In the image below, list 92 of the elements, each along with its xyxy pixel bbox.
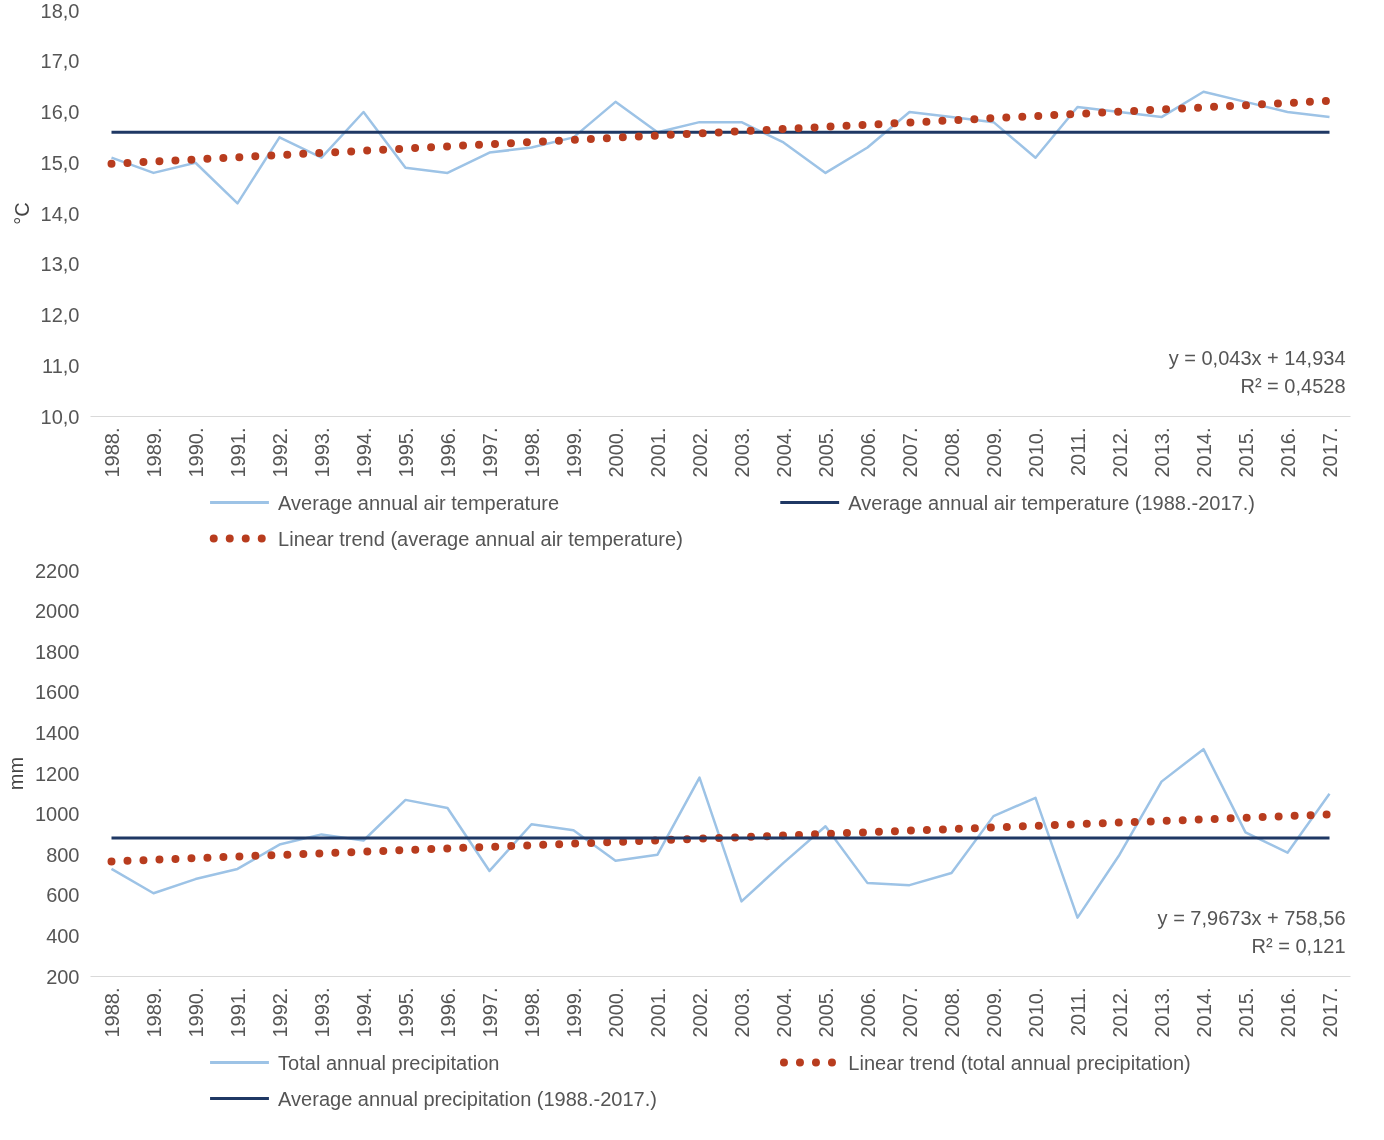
y-tick-label: 12,0 (40, 304, 80, 326)
x-tick-label: 2017. (1318, 987, 1341, 1038)
y-tick-label: 200 (46, 965, 80, 988)
y-tick-label: 17,0 (40, 50, 80, 73)
x-tick-label: 1994. (352, 427, 375, 478)
x-tick-label: 2012. (1108, 987, 1131, 1038)
x-tick-label: 1999. (562, 427, 585, 478)
y-tick-label: 1600 (35, 681, 80, 704)
x-tick-label: 2004. (772, 427, 795, 478)
x-tick-label: 2006. (856, 427, 879, 478)
legend-label: Average annual air temperature (278, 491, 560, 514)
y-tick-label: 2200 (35, 559, 80, 582)
y-tick-label: 18,0 (40, 0, 80, 22)
x-tick-label: 1989. (142, 427, 165, 478)
x-tick-label: 2005. (814, 427, 837, 478)
x-tick-label: 1989. (142, 987, 165, 1038)
annotation: y = 0,043x + 14,934 (1168, 346, 1346, 369)
x-tick-label: 2011. (1066, 987, 1089, 1037)
x-tick-label: 2002. (688, 427, 711, 478)
y-tick-label: 1400 (35, 721, 80, 744)
legend-label: Average annual air temperature (1988.-2017.) (848, 491, 1255, 514)
x-tick-label: 1993. (310, 427, 333, 478)
x-tick-label: 1996. (436, 427, 459, 478)
x-tick-label: 2016. (1276, 987, 1299, 1038)
x-tick-label: 2009. (982, 427, 1005, 478)
x-tick-label: 1988. (100, 427, 123, 478)
y-tick-label: 10,0 (40, 405, 80, 428)
x-tick-label: 2006. (856, 987, 879, 1038)
x-tick-label: 1996. (436, 987, 459, 1038)
y-tick-label: 15,0 (40, 151, 80, 174)
x-tick-label: 2004. (772, 987, 795, 1038)
y-tick-label: 600 (46, 884, 80, 907)
y-axis-title: mm (5, 756, 28, 791)
x-tick-label: 2014. (1192, 427, 1215, 478)
y-tick-label: 800 (46, 843, 80, 866)
y-tick-label: 14,0 (40, 202, 80, 225)
x-tick-label: 2007. (898, 427, 921, 478)
x-tick-label: 1992. (268, 427, 291, 478)
x-tick-label: 2003. (730, 987, 753, 1038)
x-tick-label: 2016. (1276, 427, 1299, 478)
x-tick-label: 1997. (478, 987, 501, 1038)
legend-label: Total annual precipitation (278, 1051, 500, 1074)
x-tick-label: 1998. (520, 987, 543, 1038)
y-tick-label: 1200 (35, 762, 80, 785)
x-tick-label: 2017. (1318, 427, 1341, 478)
x-tick-label: 1994. (352, 987, 375, 1038)
x-tick-label: 2010. (1024, 427, 1047, 478)
annotation: R² = 0,4528 (1240, 374, 1346, 397)
x-tick-label: 1997. (478, 427, 501, 478)
x-tick-label: 2001. (646, 427, 669, 478)
y-tick-label: 11,0 (42, 354, 80, 377)
y-tick-label: 16,0 (40, 101, 80, 123)
y-tick-label: 13,0 (40, 253, 80, 276)
legend-label: Linear trend (total annual precipitation) (848, 1051, 1191, 1074)
x-tick-label: 1992. (268, 987, 291, 1038)
y-tick-label: 1000 (35, 803, 80, 826)
x-tick-label: 2013. (1150, 987, 1173, 1038)
legend-label: Linear trend (average annual air temperature) (278, 527, 683, 550)
legend-label: Average annual precipitation (1988.-2017.) (278, 1087, 657, 1110)
y-axis-title: °C (10, 202, 33, 225)
x-tick-label: 2008. (940, 987, 963, 1038)
x-tick-label: 2013. (1150, 427, 1173, 478)
annotation: y = 7,9673x + 758,56 (1157, 906, 1346, 929)
x-tick-label: 2015. (1234, 987, 1257, 1038)
x-tick-label: 2007. (898, 987, 921, 1038)
annotation: R² = 0,121 (1251, 934, 1346, 957)
x-tick-label: 2005. (814, 987, 837, 1038)
x-tick-label: 2000. (604, 427, 627, 478)
y-tick-label: 1800 (35, 640, 80, 663)
y-tick-label: 400 (46, 924, 80, 947)
x-tick-label: 2001. (646, 987, 669, 1038)
x-tick-label: 2000. (604, 987, 627, 1038)
x-tick-label: 2011. (1066, 427, 1089, 477)
y-tick-label: 2000 (35, 600, 80, 623)
x-tick-label: 2014. (1192, 987, 1215, 1038)
x-tick-label: 1995. (394, 427, 417, 478)
x-tick-label: 1988. (100, 987, 123, 1038)
x-tick-label: 2010. (1024, 987, 1047, 1038)
x-tick-label: 2002. (688, 987, 711, 1038)
x-tick-label: 2015. (1234, 427, 1257, 478)
x-tick-label: 1991. (226, 427, 249, 478)
x-tick-label: 1990. (184, 987, 207, 1038)
x-tick-label: 1995. (394, 987, 417, 1038)
x-tick-label: 2012. (1108, 427, 1131, 478)
x-tick-label: 2008. (940, 427, 963, 478)
x-tick-label: 1999. (562, 987, 585, 1038)
x-tick-label: 2009. (982, 987, 1005, 1038)
x-tick-label: 1998. (520, 427, 543, 478)
x-tick-label: 2003. (730, 427, 753, 478)
x-tick-label: 1993. (310, 987, 333, 1038)
x-tick-label: 1991. (226, 987, 249, 1038)
x-tick-label: 1990. (184, 427, 207, 478)
